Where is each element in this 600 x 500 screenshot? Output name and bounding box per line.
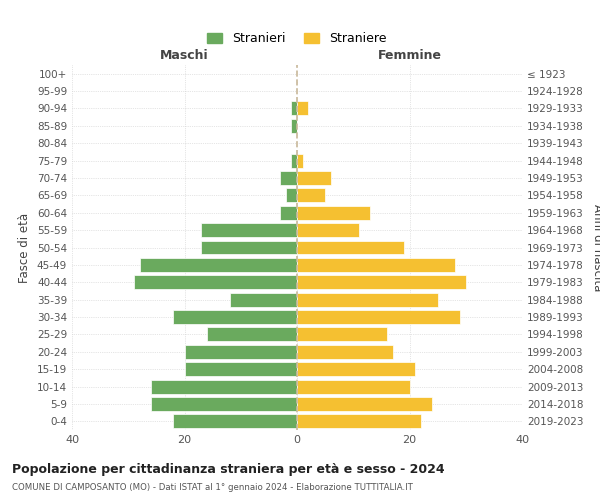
Bar	[297, 345, 392, 358]
Text: Popolazione per cittadinanza straniera per età e sesso - 2024: Popolazione per cittadinanza straniera p…	[12, 462, 445, 475]
Bar	[297, 310, 460, 324]
Bar	[297, 154, 302, 168]
Bar	[229, 292, 297, 306]
Bar	[297, 206, 370, 220]
Text: Maschi: Maschi	[160, 50, 209, 62]
Bar	[297, 171, 331, 185]
Bar	[297, 188, 325, 202]
Bar	[297, 292, 437, 306]
Bar	[207, 328, 297, 342]
Text: Femmine: Femmine	[377, 50, 442, 62]
Bar	[151, 380, 297, 394]
Bar	[297, 328, 387, 342]
Bar	[297, 414, 421, 428]
Y-axis label: Anni di nascita: Anni di nascita	[590, 204, 600, 291]
Text: COMUNE DI CAMPOSANTO (MO) - Dati ISTAT al 1° gennaio 2024 - Elaborazione TUTTITA: COMUNE DI CAMPOSANTO (MO) - Dati ISTAT a…	[12, 482, 413, 492]
Bar	[202, 223, 297, 237]
Bar	[297, 362, 415, 376]
Bar	[185, 345, 297, 358]
Bar	[297, 240, 404, 254]
Bar	[173, 414, 297, 428]
Bar	[297, 276, 466, 289]
Y-axis label: Fasce di età: Fasce di età	[19, 212, 31, 282]
Bar	[139, 258, 297, 272]
Bar	[297, 223, 359, 237]
Bar	[297, 380, 409, 394]
Bar	[185, 362, 297, 376]
Bar	[280, 206, 297, 220]
Bar	[292, 102, 297, 116]
Bar	[134, 276, 297, 289]
Bar	[151, 397, 297, 411]
Bar	[202, 240, 297, 254]
Bar	[173, 310, 297, 324]
Bar	[280, 171, 297, 185]
Bar	[292, 119, 297, 133]
Bar	[286, 188, 297, 202]
Bar	[297, 102, 308, 116]
Bar	[297, 397, 432, 411]
Legend: Stranieri, Straniere: Stranieri, Straniere	[202, 28, 392, 50]
Bar	[297, 258, 455, 272]
Bar	[292, 154, 297, 168]
